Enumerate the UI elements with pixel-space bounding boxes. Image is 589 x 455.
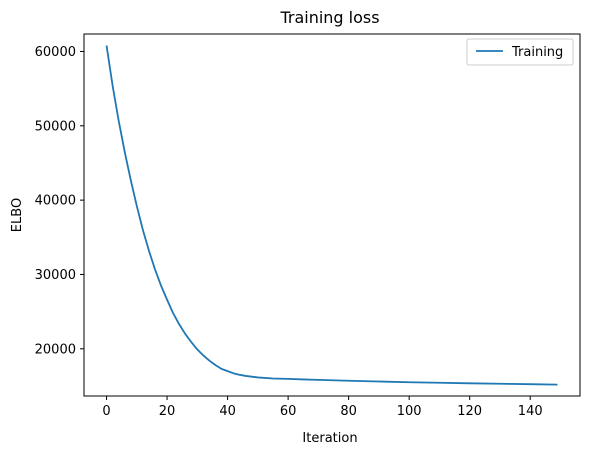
legend: Training bbox=[466, 38, 574, 66]
y-tick-label: 40000 bbox=[35, 194, 76, 209]
plot-area bbox=[105, 45, 558, 386]
legend-box bbox=[466, 38, 574, 66]
y-tick-label: 50000 bbox=[35, 119, 76, 134]
series-line-training bbox=[105, 45, 558, 386]
x-axis-label: Iteration bbox=[302, 431, 357, 446]
x-tick-label: 140 bbox=[518, 404, 543, 419]
x-tick-label: 100 bbox=[397, 404, 422, 419]
y-axis-label: ELBO bbox=[10, 198, 25, 232]
x-tick-label: 80 bbox=[340, 404, 357, 419]
y-tick-label: 20000 bbox=[35, 342, 76, 357]
x-tick-label: 40 bbox=[219, 404, 236, 419]
x-tick-label: 120 bbox=[457, 404, 482, 419]
y-tick-label: 30000 bbox=[35, 268, 76, 283]
axes-frame bbox=[83, 33, 581, 397]
chart-title: Training loss bbox=[279, 8, 379, 27]
x-tick-label: 60 bbox=[280, 404, 297, 419]
x-tick-label: 20 bbox=[159, 404, 176, 419]
legend-label-training: Training bbox=[511, 45, 563, 60]
x-axis: 0 20 40 60 80 100 120 140 bbox=[102, 396, 543, 419]
y-axis: 20000 30000 40000 50000 60000 bbox=[35, 45, 84, 357]
y-tick-label: 60000 bbox=[35, 45, 76, 60]
x-tick-label: 0 bbox=[102, 404, 110, 419]
